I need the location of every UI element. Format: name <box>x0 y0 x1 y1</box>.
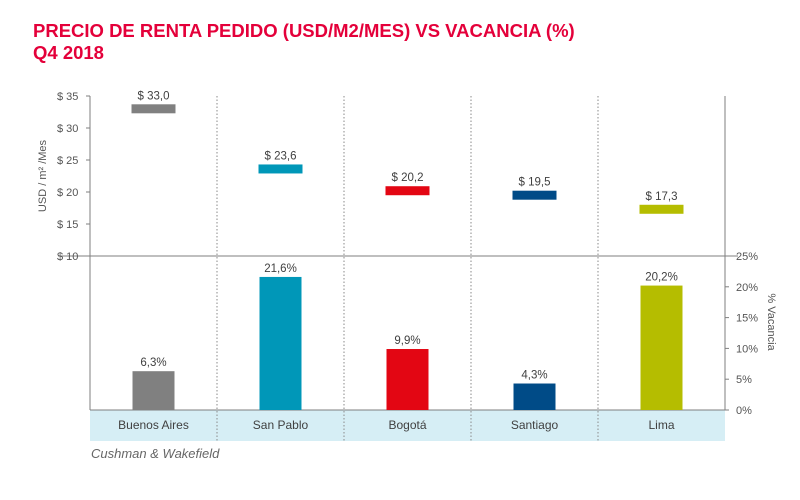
chart-title-line-2: Q4 2018 <box>33 42 104 63</box>
rent-marker <box>385 186 430 196</box>
rent-axis-tick-label: $ 30 <box>57 123 78 135</box>
chart-title: PRECIO DE RENTA PEDIDO (USD/M2/MES) VS V… <box>33 20 575 64</box>
rent-axis-tick-label: $ 10 <box>57 251 78 263</box>
category-label: San Pablo <box>253 418 309 432</box>
rent-marker <box>512 190 557 200</box>
vacancy-axis-tick-label: 5% <box>736 374 752 386</box>
vacancy-axis-title: % Vacancia <box>765 293 777 351</box>
category-label: Buenos Aires <box>118 418 189 432</box>
rent-axis-title: USD / m² /Mes <box>37 139 49 212</box>
vacancy-value-label: 20,2% <box>645 272 678 284</box>
vacancy-bar <box>386 349 429 410</box>
vacancy-axis-tick-label: 20% <box>736 282 758 294</box>
rent-axis-tick-label: $ 15 <box>57 219 78 231</box>
rent-value-label: $ 33,0 <box>138 90 170 102</box>
vacancy-axis-tick-label: 10% <box>736 343 758 355</box>
rent-marker <box>258 164 303 174</box>
category-band <box>90 410 725 441</box>
vacancy-value-label: 6,3% <box>140 357 166 369</box>
vacancy-value-label: 9,9% <box>394 335 420 347</box>
vacancy-axis-tick-label: 25% <box>736 251 758 263</box>
vacancy-value-label: 4,3% <box>521 370 547 382</box>
rent-axis-tick-label: $ 25 <box>57 155 78 167</box>
rent-axis-tick-label: $ 35 <box>57 91 78 103</box>
vacancy-bar <box>513 383 556 410</box>
vacancy-bar <box>132 371 175 410</box>
rent-axis-tick-label: $ 20 <box>57 187 78 199</box>
vacancy-bar <box>259 276 302 410</box>
vacancy-axis-tick-label: 0% <box>736 405 752 417</box>
rent-value-label: $ 17,3 <box>646 191 678 203</box>
category-label: Bogotá <box>388 418 426 432</box>
vacancy-bar <box>640 285 683 410</box>
rent-value-label: $ 20,2 <box>392 172 424 184</box>
category-label: Santiago <box>511 418 559 432</box>
source-note: Cushman & Wakefield <box>91 446 220 461</box>
rent-marker <box>639 204 684 214</box>
category-label: Lima <box>648 418 674 432</box>
rent-value-label: $ 23,6 <box>265 150 297 162</box>
rent-marker <box>131 104 176 114</box>
vacancy-axis-tick-label: 15% <box>736 313 758 325</box>
chart-title-line-1: PRECIO DE RENTA PEDIDO (USD/M2/MES) VS V… <box>33 20 575 41</box>
vacancy-value-label: 21,6% <box>264 263 297 275</box>
rent-value-label: $ 19,5 <box>519 177 551 189</box>
